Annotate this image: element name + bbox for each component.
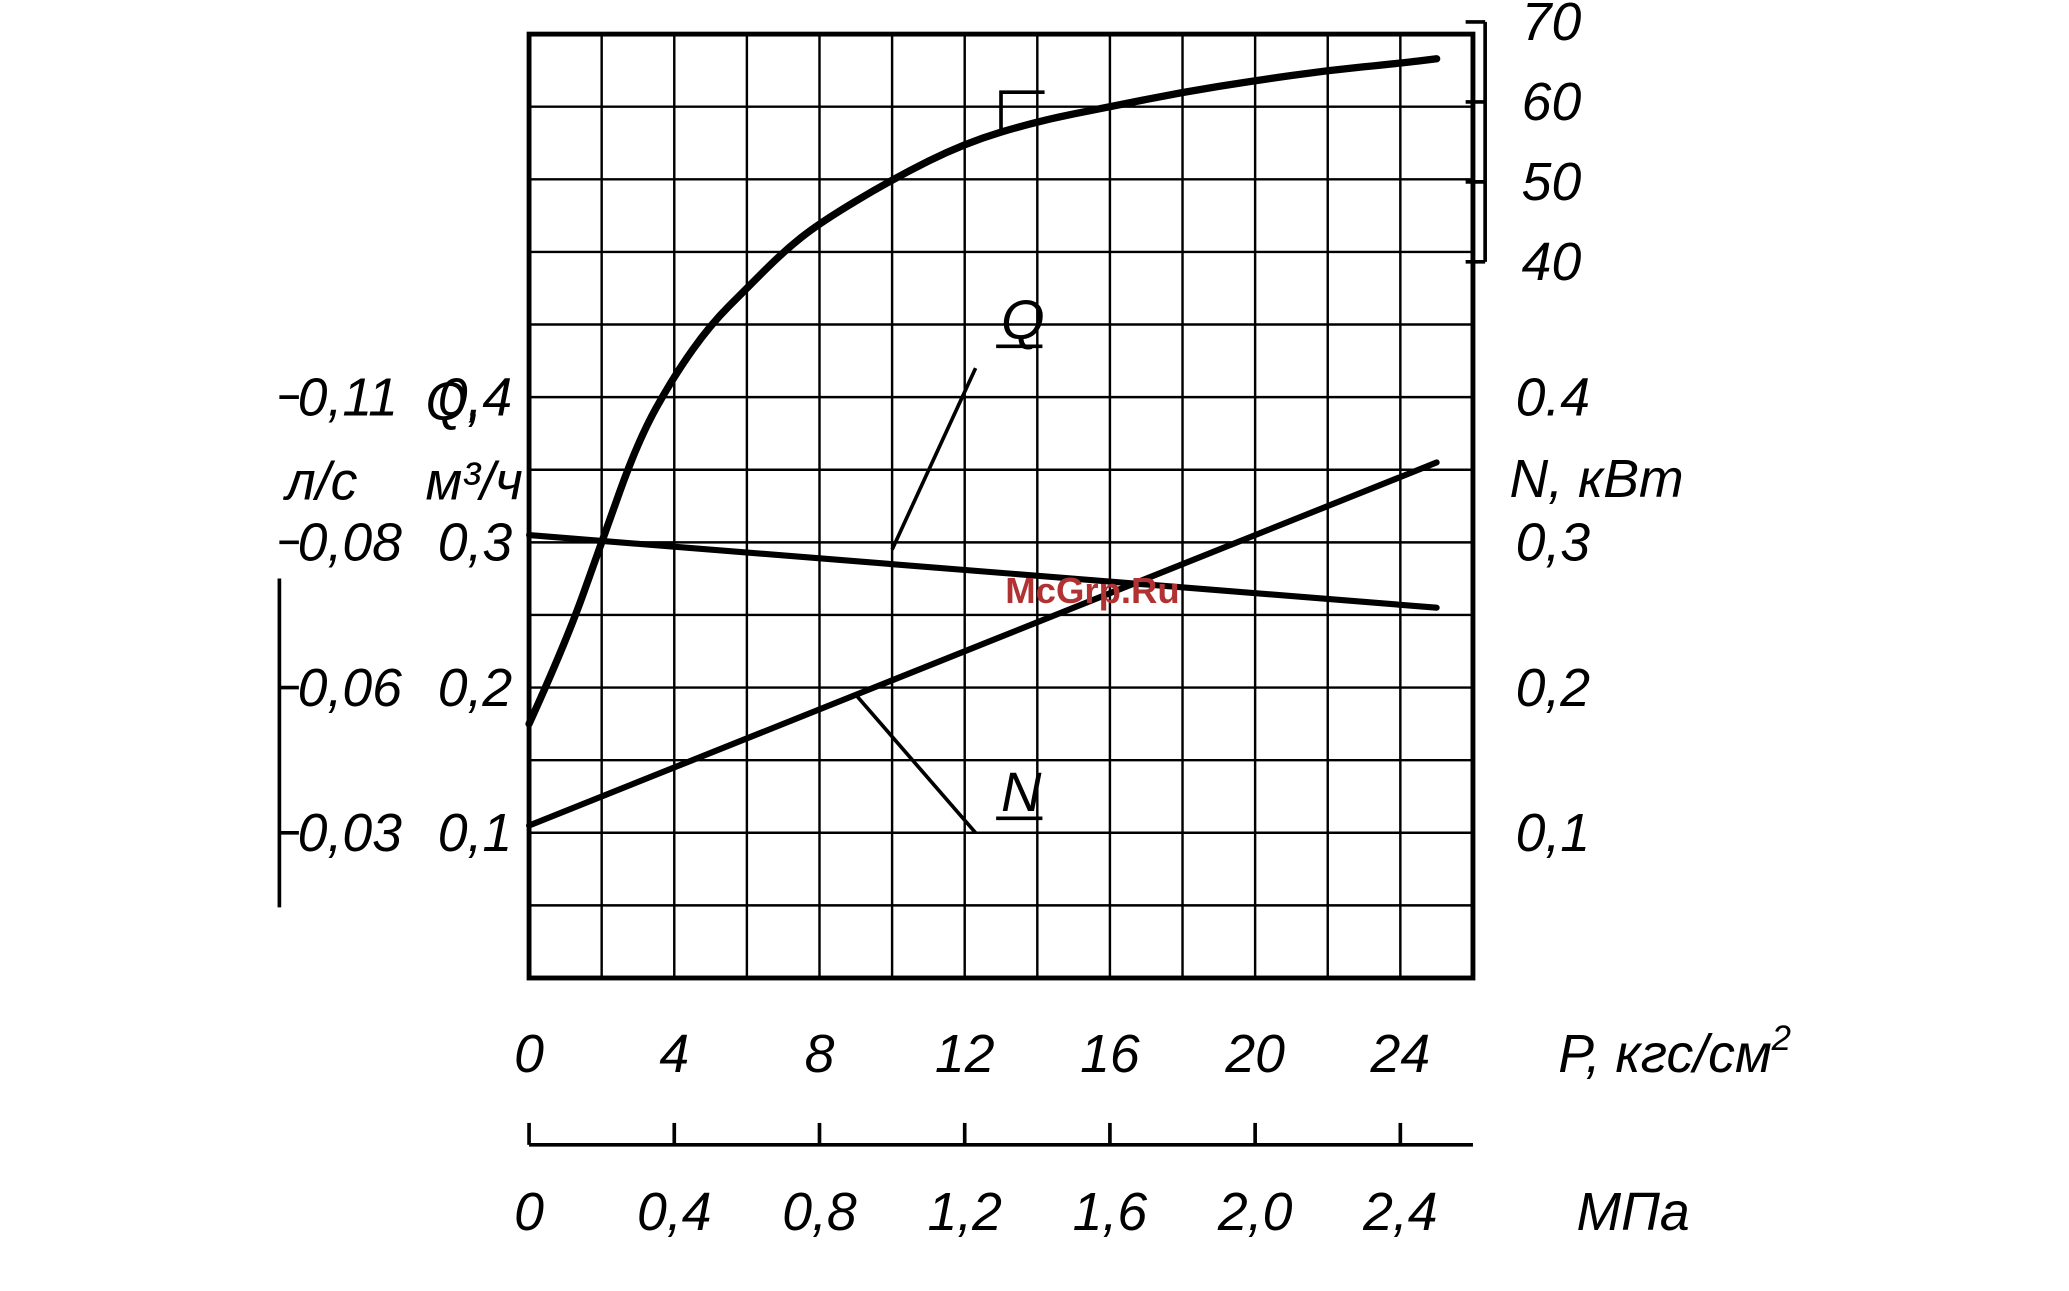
svg-text:0,1: 0,1 [438,803,512,863]
svg-text:0,4: 0,4 [438,367,512,427]
svg-text:0,3: 0,3 [438,513,513,573]
svg-text:1,6: 1,6 [1073,1182,1148,1242]
svg-text:м³/ч: м³/ч [426,451,523,511]
svg-text:2,0: 2,0 [1217,1182,1293,1242]
right-axis-n-label: N, кВт [1509,449,1683,509]
svg-text:0,2: 0,2 [1516,658,1591,718]
svg-text:0: 0 [514,1024,544,1084]
svg-text:0,8: 0,8 [782,1182,857,1242]
svg-text:0,3: 0,3 [1516,513,1591,573]
svg-text:0,08: 0,08 [298,513,402,573]
svg-text:50: 50 [1522,152,1582,212]
curve-label-n: N [1001,760,1042,823]
svg-text:24: 24 [1370,1024,1431,1084]
svg-text:2,4: 2,4 [1362,1182,1437,1242]
x-axis-primary-label: Р, кгс/см2 [1558,1019,1791,1084]
svg-text:0,06: 0,06 [298,658,402,718]
svg-text:0,11: 0,11 [298,367,398,427]
svg-text:20: 20 [1224,1024,1285,1084]
svg-text:0,2: 0,2 [438,658,513,718]
svg-text:8: 8 [805,1024,835,1084]
svg-text:0: 0 [514,1182,544,1242]
curve-label-q: Q [1001,288,1045,351]
x-axis-secondary-label: МПа [1576,1182,1689,1242]
svg-text:40: 40 [1522,232,1582,292]
svg-text:0,03: 0,03 [298,803,402,863]
svg-text:4: 4 [659,1024,689,1084]
svg-text:1,2: 1,2 [927,1182,1002,1242]
svg-text:60: 60 [1522,72,1582,132]
svg-text:л/с: л/с [282,451,357,511]
watermark-text: McGrp.Ru [1005,570,1179,611]
svg-text:16: 16 [1080,1024,1140,1084]
svg-text:70: 70 [1522,0,1582,52]
svg-text:0,4: 0,4 [637,1182,711,1242]
svg-text:0.4: 0.4 [1516,367,1590,427]
svg-text:0,1: 0,1 [1516,803,1590,863]
svg-text:12: 12 [935,1024,995,1084]
